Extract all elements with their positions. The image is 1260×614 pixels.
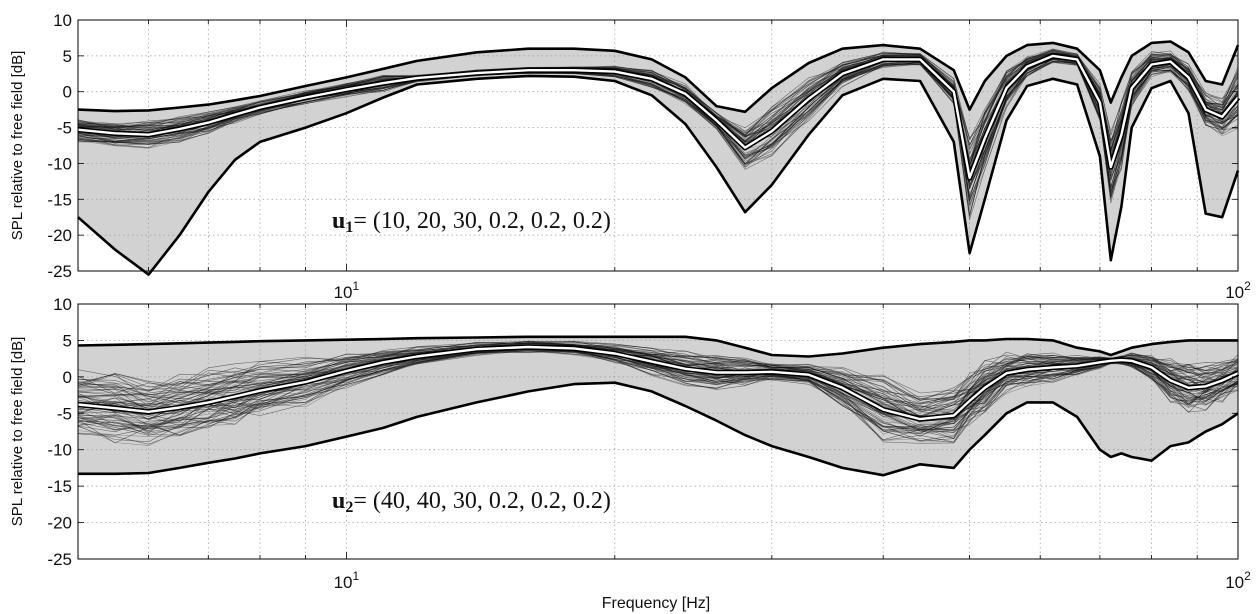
x-tick-label: 102 <box>1225 569 1251 592</box>
sample-trace <box>77 341 1239 411</box>
sample-trace <box>77 61 1239 199</box>
parameter-annotation: u1= (10, 20, 30, 0.2, 0.2, 0.2) <box>332 208 611 236</box>
y-tick-label: 0 <box>63 83 72 102</box>
y-tick-label: -15 <box>47 190 72 209</box>
y-axis-label: SPL relative to free field [dB] <box>9 51 26 241</box>
upper-bound-line <box>77 335 1238 358</box>
y-tick-label: -20 <box>47 226 72 245</box>
mean-line <box>77 345 1239 421</box>
sample-trace <box>77 52 1239 146</box>
y-tick-label: 10 <box>53 11 72 30</box>
x-tick-label: 101 <box>334 569 360 592</box>
envelope-band <box>78 41 1238 275</box>
mean-line <box>77 54 1239 180</box>
y-tick-label: -5 <box>57 119 72 138</box>
lower-bound-line <box>78 381 1239 477</box>
y-tick-label: -10 <box>47 154 72 173</box>
y-tick-label: -25 <box>47 550 72 569</box>
sample-trace <box>77 350 1239 444</box>
y-tick-label: 10 <box>53 295 72 314</box>
sample-trace <box>77 350 1239 441</box>
sample-trace <box>77 51 1239 151</box>
top-panel: 10 5 0 -5 -10 -15 -20 -25 101 102 SPL relative to … <box>9 11 1251 302</box>
grid-lines <box>78 304 1238 559</box>
upper-bound-line <box>77 40 1240 114</box>
sample-trace <box>77 350 1239 429</box>
sample-trace <box>77 341 1239 404</box>
y-tick-label: 0 <box>63 368 72 387</box>
x-tick-label: 101 <box>334 279 360 302</box>
sample-trace <box>77 53 1239 168</box>
y-tick-label: -5 <box>57 404 72 423</box>
sample-trace <box>77 340 1239 402</box>
y-axis-label: SPL relative to free field [dB] <box>9 337 26 527</box>
y-tick-label: 5 <box>63 331 72 350</box>
axes-frame <box>77 19 1239 272</box>
axes-frame <box>77 303 1239 560</box>
sample-trace <box>77 60 1239 220</box>
parameter-annotation: u2= (40, 40, 30, 0.2, 0.2, 0.2) <box>332 488 611 516</box>
y-tick-label: -10 <box>47 441 72 460</box>
bottom-panel: 10 5 0 -5 -10 -15 -20 -25 101 102 SPL relative to … <box>9 295 1251 592</box>
y-tick-label: -15 <box>47 477 72 496</box>
x-tick-label: 102 <box>1225 279 1251 302</box>
y-tick-label: -20 <box>47 514 72 533</box>
lower-bound-line <box>77 74 1240 276</box>
y-tick-label: 5 <box>63 47 72 66</box>
x-axis-label: Frequency [Hz] <box>602 595 710 612</box>
sample-trace <box>77 349 1239 443</box>
sample-trace <box>77 50 1239 146</box>
y-tick-label: -25 <box>47 262 72 281</box>
